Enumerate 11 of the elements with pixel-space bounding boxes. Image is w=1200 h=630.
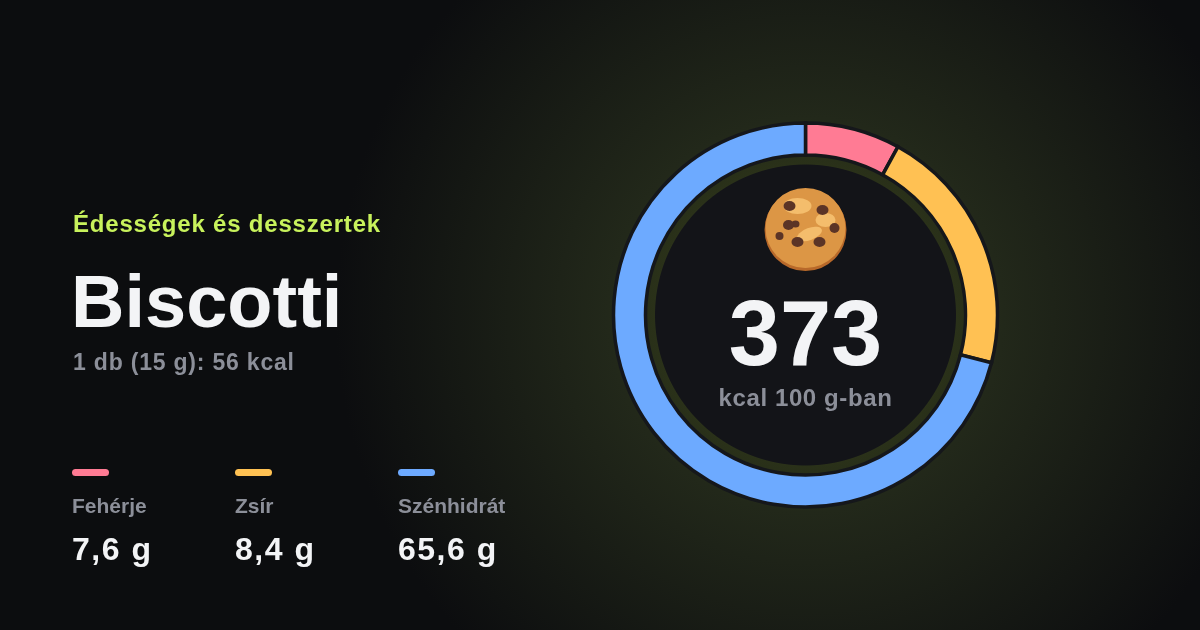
legend-label: Zsír	[235, 494, 274, 517]
text: Biscotti	[71, 260, 343, 343]
text: 1 db (15 g): 56 kcal	[73, 349, 295, 375]
text: Édességek és desszertek	[73, 210, 381, 237]
legend-label: Szénhidrát	[398, 494, 506, 517]
text: 65,6 g	[398, 531, 498, 567]
text: 373	[728, 282, 883, 384]
text: 8,4 g	[235, 531, 316, 567]
text: kcal 100 g-ban	[718, 384, 893, 411]
legend-label: Fehérje	[72, 494, 147, 517]
text: 7,6 g	[72, 531, 153, 567]
